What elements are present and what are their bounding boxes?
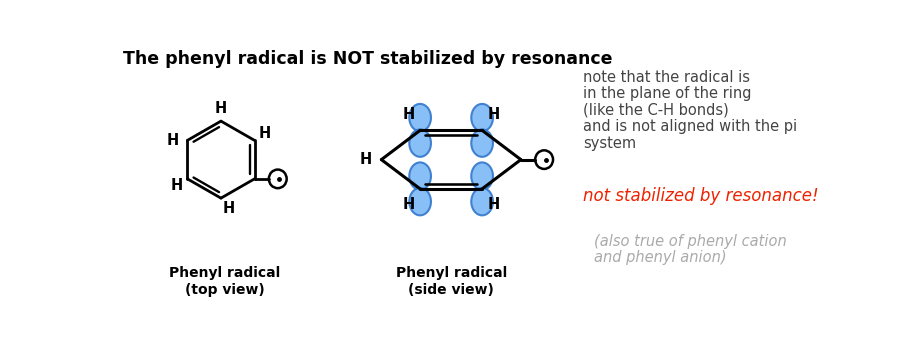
- Text: H: H: [359, 152, 372, 167]
- Text: not stabilized by resonance!: not stabilized by resonance!: [582, 187, 817, 205]
- Text: Phenyl radical
(side view): Phenyl radical (side view): [395, 266, 507, 297]
- Text: (like the C-H bonds): (like the C-H bonds): [582, 103, 728, 118]
- Text: and phenyl anion): and phenyl anion): [594, 250, 726, 265]
- Text: The phenyl radical is NOT stabilized by resonance: The phenyl radical is NOT stabilized by …: [123, 50, 612, 68]
- Text: H: H: [222, 201, 235, 216]
- Ellipse shape: [471, 188, 493, 215]
- Text: in the plane of the ring: in the plane of the ring: [582, 86, 751, 101]
- Text: H: H: [170, 178, 183, 193]
- Text: H: H: [402, 197, 415, 212]
- Text: Phenyl radical
(top view): Phenyl radical (top view): [169, 266, 281, 297]
- Text: and is not aligned with the pi: and is not aligned with the pi: [582, 119, 796, 134]
- Text: H: H: [167, 133, 179, 148]
- Text: H: H: [215, 101, 227, 116]
- Text: H: H: [259, 126, 271, 141]
- Text: H: H: [402, 107, 415, 122]
- Text: system: system: [582, 136, 635, 151]
- Text: H: H: [487, 197, 499, 212]
- Ellipse shape: [409, 162, 431, 190]
- Text: note that the radical is: note that the radical is: [582, 69, 749, 84]
- Ellipse shape: [409, 188, 431, 215]
- Ellipse shape: [471, 129, 493, 157]
- Ellipse shape: [471, 162, 493, 190]
- Text: (also true of phenyl cation: (also true of phenyl cation: [594, 234, 786, 249]
- Ellipse shape: [471, 104, 493, 131]
- Ellipse shape: [409, 104, 431, 131]
- Ellipse shape: [409, 129, 431, 157]
- Text: H: H: [487, 107, 499, 122]
